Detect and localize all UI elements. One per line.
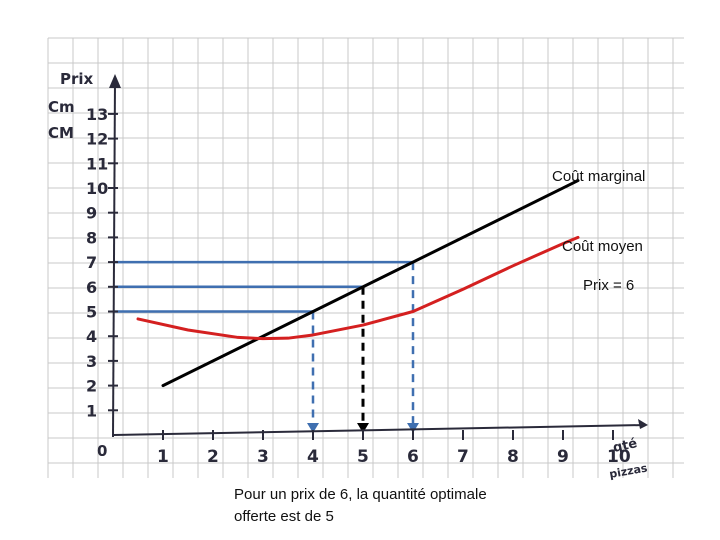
price-label: Prix = 6 xyxy=(583,277,634,294)
x-tick-label: 8 xyxy=(507,447,519,467)
y-axis-arrow xyxy=(109,74,121,88)
axes xyxy=(109,74,648,438)
caption: Pour un prix de 6, la quantité optimale … xyxy=(234,486,487,525)
marginal-cost-label: Coût marginal xyxy=(552,168,645,185)
y-tick-label: 12 xyxy=(86,130,108,149)
x-tick-label: 6 xyxy=(407,447,419,467)
price-guides xyxy=(113,260,419,433)
x-tick-label: 9 xyxy=(557,447,569,467)
marginal-cost-line xyxy=(161,179,580,388)
y-tick-label: 1 xyxy=(86,401,97,420)
y-axis xyxy=(112,79,116,438)
y-tick-label: 4 xyxy=(86,327,97,346)
y-tick-label: 7 xyxy=(86,253,97,272)
y-tick-label: 6 xyxy=(86,278,97,297)
y-axis-title-line-2: Cm xyxy=(48,98,75,116)
x-axis-title: qté xyxy=(612,436,639,456)
x-tick-label: 1 xyxy=(157,447,169,467)
x-axis xyxy=(112,424,646,436)
x-tick-label: 3 xyxy=(257,447,269,467)
average-cost-curve xyxy=(136,235,580,341)
arrowhead xyxy=(357,423,369,433)
grid xyxy=(47,37,684,478)
x-tick-label: 2 xyxy=(207,447,219,467)
arrowhead xyxy=(307,423,319,433)
y-tick-label: 5 xyxy=(86,303,97,322)
x-axis-arrow xyxy=(638,419,648,429)
annotations: Coût marginal Coût moyen Prix = 6 xyxy=(552,168,645,294)
average-cost-label: Coût moyen xyxy=(562,238,643,255)
y-tick-label: 3 xyxy=(86,352,97,371)
y-tick-label: 10 xyxy=(86,179,108,198)
x-tick-label: 7 xyxy=(457,447,469,467)
y-tick-label: 9 xyxy=(86,204,97,223)
y-tick-label: 13 xyxy=(86,105,108,124)
y-axis-title-line-1: Prix xyxy=(60,70,94,88)
series-lines xyxy=(136,179,580,388)
y-tick-label: 8 xyxy=(86,228,97,247)
x-tick-label: 10 xyxy=(607,447,631,467)
y-tick-label: 2 xyxy=(86,377,97,396)
origin-label: 0 xyxy=(97,442,107,460)
y-tick-label: 11 xyxy=(86,154,108,173)
y-axis-title-line-3: CM xyxy=(48,124,74,142)
x-tick-label: 5 xyxy=(357,447,369,467)
x-tick-label: 4 xyxy=(307,447,319,467)
arrowhead xyxy=(407,423,419,433)
axis-labels: Prix Cm CM qté pizzas 0 xyxy=(48,70,649,481)
